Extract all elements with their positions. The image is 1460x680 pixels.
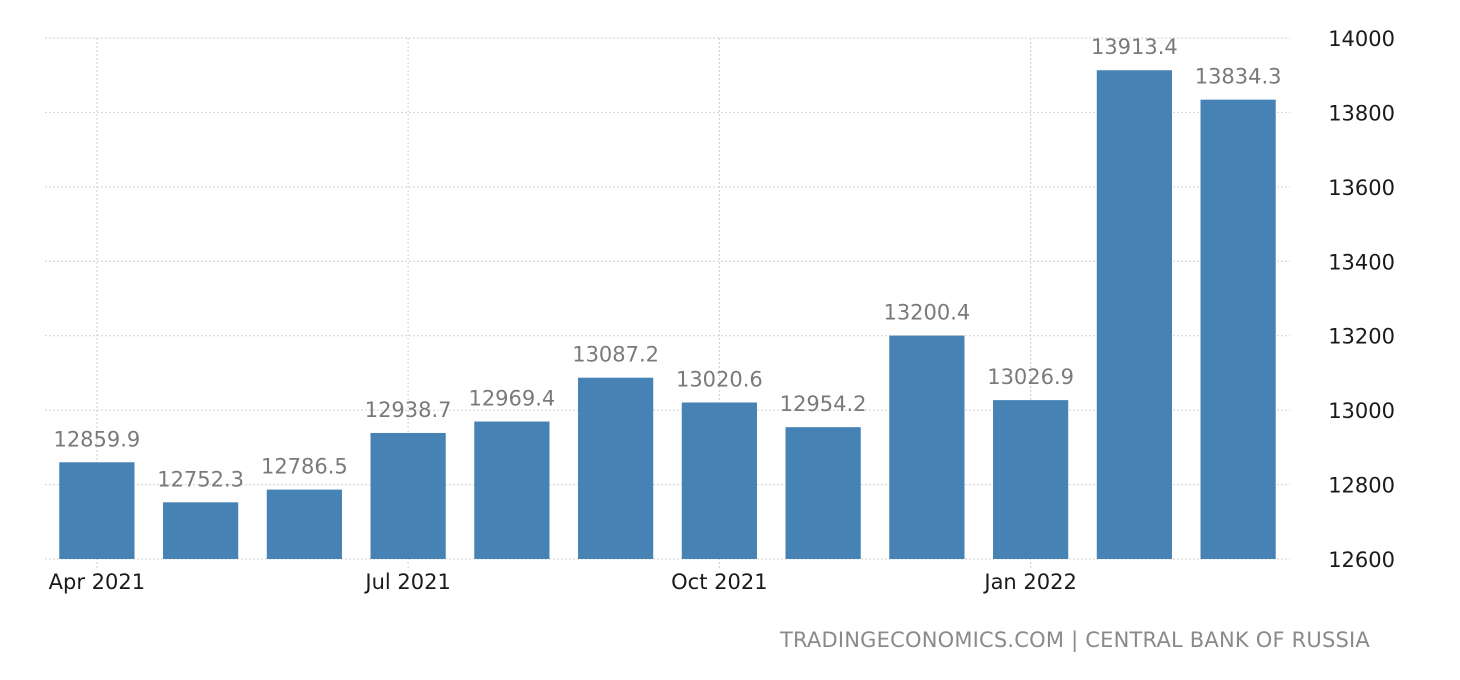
y-tick-label: 13600	[1328, 176, 1395, 200]
bar-mar-2021[interactable]	[59, 462, 135, 559]
bar-oct-2021[interactable]	[785, 427, 861, 559]
data-label: 12954.2	[780, 392, 867, 416]
data-label: 13834.3	[1195, 65, 1282, 89]
data-label: 12786.5	[261, 455, 348, 479]
data-label: 13026.9	[987, 365, 1074, 389]
bar-aug-2021[interactable]	[578, 377, 654, 559]
y-tick-label: 14000	[1328, 27, 1395, 51]
y-tick-label: 12600	[1328, 548, 1395, 572]
y-tick-label: 12800	[1328, 474, 1395, 498]
bar-may-2021[interactable]	[266, 489, 342, 559]
y-axis: 12600 12800 13000 13200 13400 13600 13800 14000	[1328, 27, 1395, 572]
bar-dec-2021[interactable]	[993, 400, 1069, 559]
bar-jun-2021[interactable]	[370, 432, 446, 559]
data-label: 13913.4	[1091, 35, 1178, 59]
source-footer: TRADINGECONOMICS.COM | CENTRAL BANK OF R…	[779, 628, 1370, 652]
y-tick-label: 13800	[1328, 101, 1395, 125]
y-tick-label: 13400	[1328, 250, 1395, 274]
bar-jan-2022[interactable]	[1096, 70, 1172, 559]
data-label: 12969.4	[468, 387, 555, 411]
data-label: 12859.9	[53, 427, 140, 451]
data-label-layer: 12859.9 12752.3 12786.5 12938.7 12969.4 13087…	[53, 35, 1281, 491]
data-label: 12752.3	[157, 467, 244, 491]
bar-sep-2021[interactable]	[681, 402, 757, 559]
x-tick-label: Apr 2021	[49, 570, 145, 594]
bar-layer	[59, 70, 1276, 560]
x-axis: Apr 2021 Jul 2021 Oct 2021 Jan 2022	[49, 570, 1077, 594]
bar-nov-2021[interactable]	[889, 335, 965, 559]
data-label: 12938.7	[365, 398, 452, 422]
grid-layer	[45, 37, 1290, 569]
data-label: 13200.4	[883, 301, 970, 325]
data-label: 13020.6	[676, 367, 763, 391]
bar-jul-2021[interactable]	[474, 421, 550, 559]
y-tick-label: 13000	[1328, 399, 1395, 423]
x-tick-label: Oct 2021	[671, 570, 767, 594]
x-tick-label: Jan 2022	[982, 570, 1077, 594]
y-tick-label: 13200	[1328, 325, 1395, 349]
x-tick-label: Jul 2021	[363, 570, 450, 594]
data-label: 13087.2	[572, 343, 659, 367]
bar-apr-2021[interactable]	[163, 502, 239, 559]
bar-feb-2022[interactable]	[1200, 99, 1276, 560]
